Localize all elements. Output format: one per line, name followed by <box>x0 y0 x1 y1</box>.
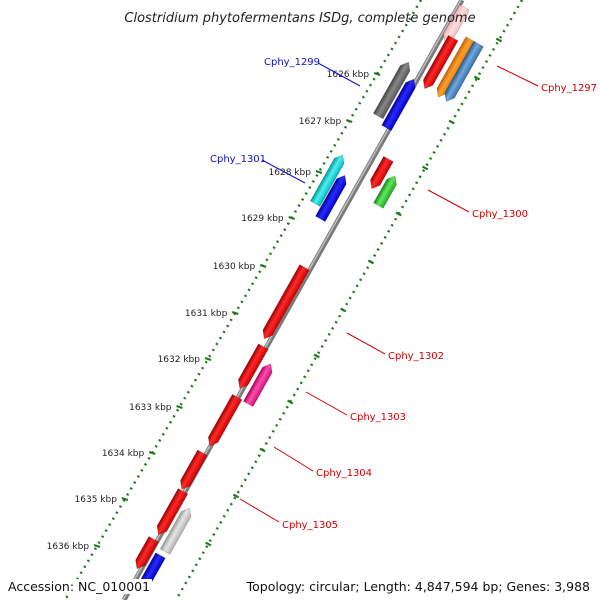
kbp-label: 1630 kbp <box>213 262 256 272</box>
kbp-label: 1631 kbp <box>185 309 228 319</box>
kbp-tick <box>345 119 353 123</box>
connector-cphy_1303 <box>305 391 348 416</box>
connector-cphy_1301 <box>261 159 306 184</box>
outer-track-mark <box>473 75 481 81</box>
outer-track-mark <box>421 165 429 171</box>
gene-green <box>373 175 397 209</box>
gene-labels: Cphy_1299 Cphy_1301 Cphy_1297 Cphy_1300 Cphy… <box>210 57 597 531</box>
outer-track-mark <box>205 541 212 547</box>
kbp-tick <box>288 216 295 220</box>
scale-ticks: 1626 kbp 1627 kbp 1628 kbp 1629 kbp 1630 kbp… <box>47 37 503 552</box>
kbp-label: 1632 kbp <box>158 355 201 365</box>
label-cphy_1305[interactable]: Cphy_1305 <box>282 520 338 531</box>
inner-dotted-track <box>63 0 423 600</box>
kbp-tick <box>176 405 183 409</box>
outer-track-mark <box>448 119 455 125</box>
map-title: Clostridium phytofermentans ISDg, comple… <box>124 11 475 26</box>
outer-track-mark <box>313 353 320 359</box>
label-cphy_1299[interactable]: Cphy_1299 <box>264 57 320 68</box>
kbp-tick <box>204 357 212 361</box>
topology-text: Topology: circular; Length: 4,847,594 bp… <box>244 579 592 594</box>
kbp-tick <box>373 72 381 76</box>
kbp-label: 1629 kbp <box>241 214 284 224</box>
gene-red-1304 <box>180 449 208 490</box>
outer-track-mark <box>259 447 266 453</box>
label-cphy_1301[interactable]: Cphy_1301 <box>210 154 266 165</box>
kbp-tick <box>259 264 267 268</box>
kbp-tick <box>315 170 323 174</box>
kbp-tick <box>93 544 101 548</box>
label-connectors <box>239 62 539 523</box>
outer-dotted-track <box>174 0 524 600</box>
kbp-label: 1628 kbp <box>269 168 312 178</box>
outer-track-mark <box>287 399 294 405</box>
gene-red-d <box>135 536 159 570</box>
gene-red-b <box>207 393 243 447</box>
kbp-tick <box>231 311 239 315</box>
kbp-label: 1636 kbp <box>47 542 90 552</box>
label-cphy_1300[interactable]: Cphy_1300 <box>472 209 528 220</box>
gene-arrows <box>135 4 484 591</box>
connector-cphy_1304 <box>273 446 314 472</box>
label-cphy_1302[interactable]: Cphy_1302 <box>388 351 444 362</box>
label-cphy_1297[interactable]: Cphy_1297 <box>541 83 597 94</box>
kbp-tick <box>148 451 156 455</box>
connector-cphy_1299 <box>317 62 361 87</box>
label-cphy_1303[interactable]: Cphy_1303 <box>350 412 406 423</box>
connector-cphy_1300 <box>427 189 470 213</box>
accession-text: Accession: NC_010001 <box>6 579 153 594</box>
connector-cphy_1305 <box>239 498 280 523</box>
outer-track-mark <box>495 37 503 43</box>
gene-red-a <box>238 343 269 389</box>
kbp-label: 1633 kbp <box>129 403 172 413</box>
kbp-label: 1626 kbp <box>327 70 370 80</box>
kbp-tick <box>121 497 129 501</box>
connector-cphy_1302 <box>346 332 386 355</box>
gene-gray-1299 <box>372 61 411 120</box>
gene-blue-2 <box>315 174 347 222</box>
gene-cyan-1301 <box>309 154 345 207</box>
gene-steel <box>444 40 484 102</box>
outer-track-mark <box>367 259 375 265</box>
outer-track-mark <box>340 307 347 313</box>
gene-blue-1298 <box>381 78 416 132</box>
kbp-label: 1634 kbp <box>102 449 145 459</box>
kbp-label: 1627 kbp <box>299 117 342 127</box>
outer-track-mark <box>395 211 402 217</box>
outer-track-mark <box>232 493 240 499</box>
gene-magenta <box>243 363 273 408</box>
gene-red-c <box>156 488 189 536</box>
gene-lightgray <box>159 507 192 555</box>
gene-red-1302 <box>262 264 310 340</box>
connector-cphy_1297 <box>496 65 539 87</box>
gene-red-1297 <box>422 35 459 90</box>
kbp-label: 1635 kbp <box>75 495 118 505</box>
label-cphy_1304[interactable]: Cphy_1304 <box>316 468 372 479</box>
gene-red-1300 <box>370 155 394 190</box>
